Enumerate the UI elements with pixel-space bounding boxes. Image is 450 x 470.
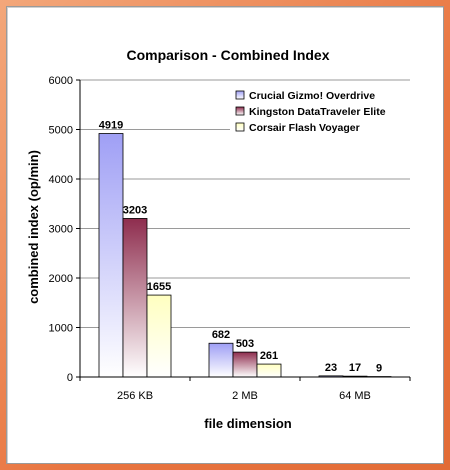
data-label: 3203 [123,204,147,216]
bar [232,351,258,378]
y-tick-label: 5000 [49,125,73,137]
bar [98,133,124,378]
bars [98,133,392,378]
legend: Crucial Gizmo! Overdrive Kingston DataTra… [230,84,410,136]
legend-label: Kingston DataTraveler Elite [249,106,386,118]
x-axis-label: file dimension [204,416,291,431]
bar [146,294,172,378]
data-label: 17 [349,362,361,374]
bar [256,363,282,378]
legend-label: Crucial Gizmo! Overdrive [249,90,375,102]
data-labels: 4919 3203 1655 682 503 261 23 17 9 [99,120,382,375]
x-tick-label: 256 KB [117,390,153,402]
y-tick-label: 3000 [49,224,73,236]
data-label: 503 [236,338,254,350]
legend-swatch [235,122,245,132]
chart-title: Comparison - Combined Index [126,47,329,63]
y-tick-label: 6000 [49,75,73,87]
x-tick-label: 64 MB [339,390,371,402]
data-label: 261 [260,350,278,362]
bar [208,342,234,378]
legend-swatch [235,90,245,100]
data-label: 4919 [99,120,123,132]
data-label: 9 [376,363,382,375]
legend-label: Corsair Flash Voyager [249,122,360,134]
y-tick-label: 1000 [49,323,73,335]
y-tick-label: 4000 [49,174,73,186]
data-label: 23 [325,362,337,374]
data-label: 1655 [147,281,171,293]
legend-swatch [235,106,245,116]
data-label: 682 [212,329,230,341]
y-axis-label: combined index (op/min) [26,150,41,304]
y-tick-label: 0 [67,372,73,384]
legend-box [230,84,410,136]
y-tick-label: 2000 [49,273,73,285]
tick-labels: 0 1000 2000 3000 4000 5000 6000 256 KB 2 MB 64 MB [49,75,411,402]
bar [122,218,148,378]
x-tick-label: 2 MB [232,390,258,402]
